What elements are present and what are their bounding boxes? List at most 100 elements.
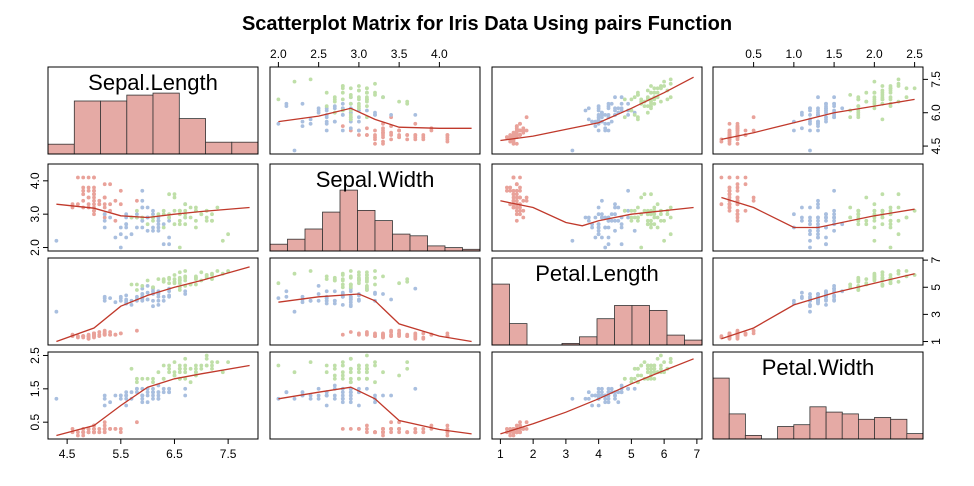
point-versicolor-61 bbox=[167, 218, 172, 223]
point-virginica-111 bbox=[373, 363, 377, 368]
point-versicolor-52 bbox=[824, 218, 828, 223]
point-versicolor-57 bbox=[151, 390, 155, 395]
point-setosa-43 bbox=[521, 215, 526, 220]
point-virginica-143 bbox=[636, 205, 640, 210]
point-virginica-139 bbox=[340, 97, 345, 102]
point-versicolor-63 bbox=[156, 298, 161, 303]
point-setosa-21 bbox=[518, 121, 522, 126]
chart-title: Scatterplot Matrix for Iris Data Using p… bbox=[242, 13, 732, 35]
point-setosa-30 bbox=[92, 427, 96, 431]
point-versicolor-68 bbox=[632, 228, 637, 233]
point-versicolor-86 bbox=[613, 205, 617, 210]
point-versicolor-96 bbox=[832, 208, 836, 213]
point-versicolor-67 bbox=[626, 215, 630, 220]
point-virginica-104 bbox=[348, 370, 353, 375]
point-virginica-148 bbox=[365, 353, 369, 358]
point-setosa-23 bbox=[81, 185, 86, 190]
point-setosa-21 bbox=[413, 427, 418, 431]
point-versicolor-77 bbox=[606, 218, 611, 223]
point-setosa-49 bbox=[405, 430, 410, 435]
point-versicolor-97 bbox=[145, 390, 150, 395]
point-setosa-0 bbox=[135, 420, 139, 425]
point-setosa-19 bbox=[719, 175, 724, 180]
smoother-line-petal-width-vs-sepal-width bbox=[721, 196, 915, 229]
point-virginica-131 bbox=[365, 370, 369, 375]
point-virginica-145 bbox=[357, 363, 361, 368]
point-virginica-134 bbox=[177, 366, 182, 371]
point-setosa-31 bbox=[113, 198, 118, 203]
point-versicolor-70 bbox=[603, 400, 608, 405]
point-versicolor-66 bbox=[832, 212, 836, 217]
point-versicolor-92 bbox=[832, 215, 836, 220]
point-setosa-25 bbox=[514, 195, 519, 200]
bottom-tick-label-petal-length-0: 1 bbox=[497, 447, 504, 461]
point-virginica-136 bbox=[340, 273, 345, 277]
point-versicolor-67 bbox=[167, 386, 172, 391]
point-virginica-130 bbox=[629, 208, 634, 213]
point-versicolor-96 bbox=[832, 108, 836, 113]
point-setosa-49 bbox=[511, 430, 516, 435]
point-setosa-23 bbox=[421, 335, 426, 340]
point-virginica-102 bbox=[632, 376, 637, 381]
smoother-line-petal-width-vs-sepal-length bbox=[721, 98, 915, 141]
point-virginica-147 bbox=[888, 208, 893, 213]
point-virginica-136 bbox=[888, 273, 893, 277]
point-setosa-6 bbox=[514, 212, 519, 217]
point-versicolor-65 bbox=[613, 95, 617, 100]
point-setosa-9 bbox=[735, 185, 740, 190]
bottom-tick-label-sepal-length-0: 4.5 bbox=[59, 447, 76, 461]
histogram-bar-sepal-width-10 bbox=[444, 247, 463, 252]
point-virginica-123 bbox=[642, 208, 647, 213]
point-versicolor-75 bbox=[800, 294, 804, 299]
point-virginica-120 bbox=[365, 90, 369, 95]
point-versicolor-91 bbox=[140, 393, 145, 398]
point-virginica-138 bbox=[357, 366, 361, 371]
histogram-bar-petal-length-1 bbox=[509, 323, 528, 346]
point-virginica-145 bbox=[357, 101, 361, 106]
point-setosa-7 bbox=[86, 188, 91, 193]
point-virginica-101 bbox=[896, 279, 901, 284]
point-setosa-3 bbox=[508, 427, 513, 431]
point-versicolor-98 bbox=[606, 106, 611, 111]
point-versicolor-97 bbox=[600, 110, 604, 115]
point-virginica-127 bbox=[194, 225, 198, 230]
point-virginica-104 bbox=[167, 215, 172, 220]
point-virginica-118 bbox=[864, 218, 869, 223]
point-setosa-0 bbox=[524, 198, 529, 203]
point-versicolor-77 bbox=[102, 396, 107, 401]
point-virginica-148 bbox=[659, 86, 663, 91]
point-versicolor-75 bbox=[140, 400, 145, 405]
panel-frame-0-2 bbox=[491, 66, 703, 155]
point-virginica-133 bbox=[645, 212, 650, 217]
point-versicolor-65 bbox=[183, 393, 188, 398]
point-virginica-141 bbox=[308, 269, 313, 273]
point-setosa-14 bbox=[735, 212, 740, 217]
point-setosa-40 bbox=[81, 198, 86, 203]
bottom-tick-label-petal-length-1: 2 bbox=[530, 447, 537, 461]
point-virginica-121 bbox=[135, 380, 139, 385]
point-setosa-21 bbox=[518, 188, 522, 193]
point-virginica-147 bbox=[365, 363, 369, 368]
point-versicolor-66 bbox=[832, 297, 836, 302]
point-setosa-47 bbox=[413, 430, 418, 435]
point-versicolor-76 bbox=[140, 225, 145, 230]
point-virginica-144 bbox=[183, 363, 188, 368]
point-setosa-32 bbox=[524, 195, 529, 200]
histogram-bar-petal-length-6 bbox=[596, 318, 615, 346]
point-virginica-142 bbox=[856, 212, 861, 217]
point-setosa-48 bbox=[92, 198, 96, 203]
point-versicolor-60 bbox=[118, 393, 123, 398]
point-virginica-122 bbox=[659, 366, 663, 371]
point-versicolor-82 bbox=[348, 289, 353, 294]
point-virginica-110 bbox=[622, 115, 627, 120]
point-setosa-45 bbox=[86, 427, 91, 431]
point-setosa-22 bbox=[373, 141, 377, 146]
point-virginica-141 bbox=[668, 77, 673, 82]
point-virginica-128 bbox=[649, 363, 653, 368]
point-setosa-43 bbox=[348, 427, 353, 431]
point-virginica-104 bbox=[652, 215, 657, 220]
point-versicolor-85 bbox=[824, 289, 828, 294]
point-setosa-39 bbox=[727, 175, 732, 180]
right-tick-label-petal-length-0: 1 bbox=[929, 338, 943, 345]
point-setosa-6 bbox=[92, 212, 96, 217]
